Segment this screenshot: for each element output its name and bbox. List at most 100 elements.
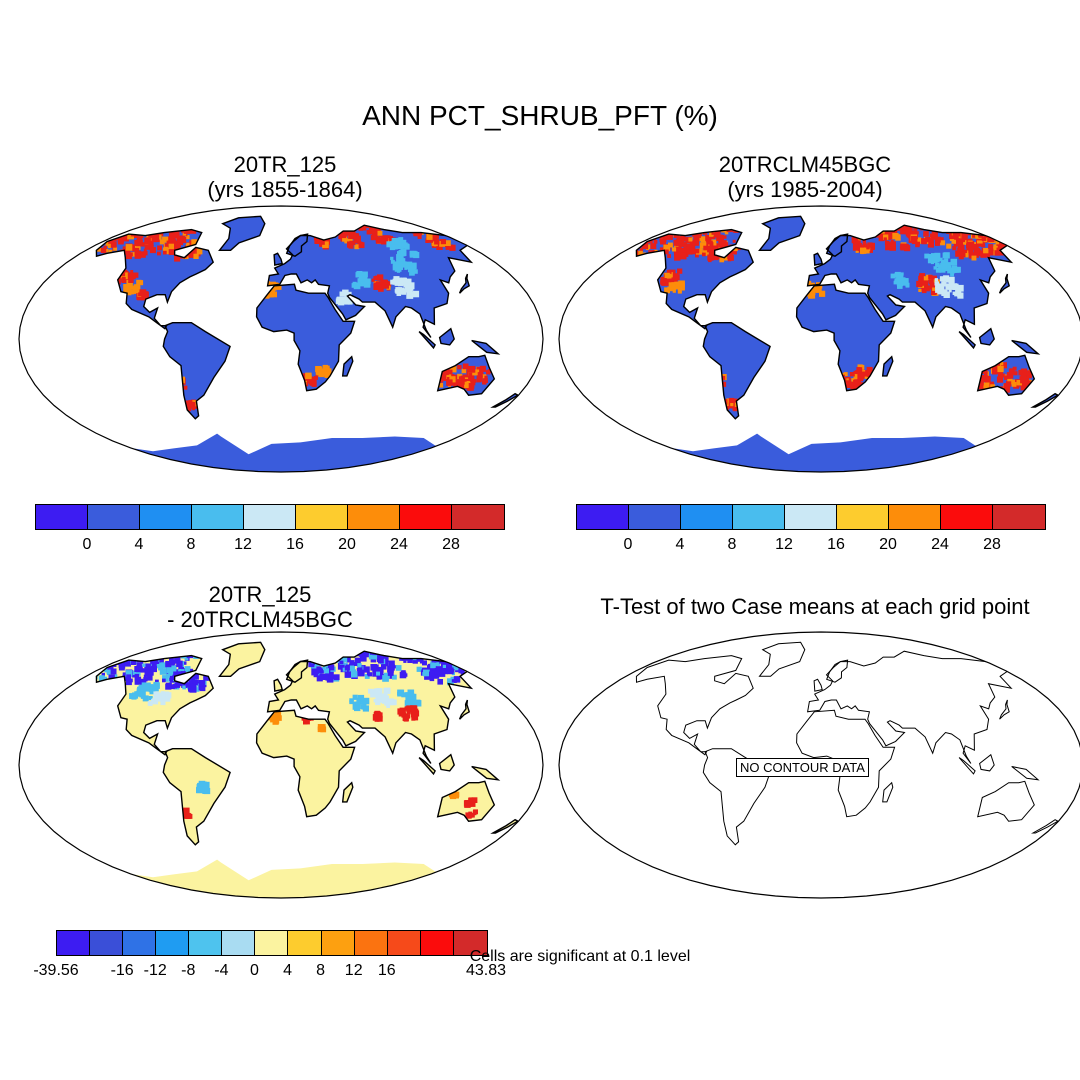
- land-fill-scand: [826, 234, 848, 257]
- colorbar-swatch: [296, 505, 348, 529]
- coastline-samerica: [702, 322, 771, 420]
- land-fill-borneo: [439, 754, 455, 771]
- main-title: ANN PCT_SHRUB_PFT (%): [362, 100, 718, 131]
- land-fill-borneo: [439, 328, 455, 345]
- colorbar-swatch: [941, 505, 993, 529]
- colorbar-tick-label: 0: [623, 536, 633, 553]
- colorbar-swatch: [681, 505, 733, 529]
- map-top-right: [558, 205, 1080, 473]
- map-border: [18, 631, 544, 899]
- land-fill-newguinea: [1011, 340, 1039, 354]
- colorbar-tick-label: -12: [143, 962, 167, 979]
- colorbar-swatch: [288, 931, 322, 955]
- land-fill-greenland: [219, 642, 265, 677]
- colorbar-swatch: [189, 931, 223, 955]
- coastline-namerica: [95, 228, 215, 330]
- colorbar-tick-label: 16: [286, 536, 304, 553]
- colorbar-tick-label: 8: [316, 962, 326, 979]
- coastline-australia: [436, 354, 496, 396]
- no-contour-data-label: NO CONTOUR DATA: [736, 758, 869, 777]
- coastline-greenland: [218, 641, 266, 677]
- colorbar-swatch: [452, 505, 504, 529]
- land-fill-uk: [274, 679, 283, 692]
- coastline-madagascar: [882, 781, 894, 803]
- coastline-newguinea: [471, 765, 501, 781]
- colorbar-tick-label: 4: [134, 536, 144, 553]
- map-border: [558, 631, 1080, 899]
- land-fill-uk: [814, 253, 823, 266]
- coastline-scand: [285, 233, 309, 257]
- coastline-borneo: [438, 327, 455, 346]
- coastline-australia: [976, 354, 1036, 396]
- land-fill-borneo: [979, 328, 995, 345]
- panel-title-bottom-left: 20TR_125 - 20TRCLM45BGC: [167, 582, 353, 632]
- colorbar-ticks-bottom-left: -39.56 -16 -12 -8 -4 0 4 8 12 16 43.83: [33, 962, 506, 982]
- colorbar-swatch: [192, 505, 244, 529]
- colorbar-tick-label: 8: [186, 536, 196, 553]
- land-fill-madagascar: [342, 356, 353, 376]
- coastline-madagascar: [341, 355, 354, 377]
- coastline-samerica: [162, 322, 231, 420]
- colorbar-tick-label: 8: [727, 536, 737, 553]
- coastline-japan: [458, 699, 471, 720]
- coastline-eurasia: [806, 650, 1013, 764]
- colorbar-bottom-left: [56, 930, 488, 956]
- colorbar-swatch: [321, 931, 355, 955]
- colorbar-swatch: [420, 931, 454, 955]
- colorbar-tick-label: 12: [344, 962, 363, 979]
- land-fill-greenland: [219, 216, 265, 251]
- coastline-scand: [285, 659, 309, 683]
- colorbar-swatch: [354, 931, 388, 955]
- colorbar-tick-label: 16: [377, 962, 396, 979]
- coastline-africa: [795, 283, 896, 392]
- colorbar-tick-label: 4: [283, 962, 292, 979]
- colorbar-tick-label: 16: [827, 536, 845, 553]
- panel-title-top-right: 20TRCLM45BGC (yrs 1985-2004): [718, 152, 892, 202]
- colorbar-tick-label: 43.83: [465, 962, 507, 979]
- map-bottom-left: [18, 631, 544, 899]
- land-fill-samerica: [163, 748, 231, 845]
- colorbar-swatch: [387, 931, 421, 955]
- colorbar-swatch: [36, 505, 88, 529]
- colorbar-tick-label: -39.56: [33, 962, 79, 979]
- colorbar-swatch: [255, 931, 289, 955]
- land-fill-samerica: [703, 322, 771, 419]
- colorbar-tick-label: 4: [675, 536, 685, 553]
- coastline-scand: [825, 233, 849, 257]
- coastline-nz: [1030, 819, 1059, 834]
- land-fill-africa: [256, 284, 355, 391]
- coastline-japan: [999, 699, 1010, 720]
- coastline-greenland: [218, 215, 266, 251]
- map-bottom-right: [558, 631, 1080, 899]
- colorbar-top-right: [576, 504, 1046, 530]
- land-fill-scand: [286, 660, 308, 683]
- land-fill-africa: [796, 284, 895, 391]
- panel-title-bottom-right: T-Test of two Case means at each grid po…: [600, 594, 1030, 619]
- land-fill-madagascar: [882, 356, 893, 376]
- land-fill-uk: [274, 253, 283, 266]
- coastline-namerica: [635, 228, 755, 330]
- colorbar-tick-label: 0: [250, 962, 259, 979]
- coastline-samerica: [162, 748, 231, 846]
- land-fill-antarctica: [113, 859, 443, 898]
- colorbar-tick-label: -4: [214, 962, 229, 979]
- coastline-uk: [813, 678, 823, 692]
- coastline-japan: [458, 273, 471, 294]
- colorbar-swatch: [348, 505, 400, 529]
- coastline-australia: [977, 780, 1035, 822]
- colorbar-swatch: [577, 505, 629, 529]
- colorbar-ticks-top-right: 0 4 8 12 16 20 24 28: [576, 536, 1046, 556]
- land-fill-africa: [256, 710, 355, 817]
- map-border: [18, 205, 544, 473]
- coastline-greenland: [758, 215, 806, 251]
- colorbar-top-left: [35, 504, 505, 530]
- coastline-uk: [273, 678, 284, 692]
- coastline-borneo: [438, 753, 455, 772]
- colorbar-swatch: [453, 931, 487, 955]
- colorbar-tick-label: 24: [390, 536, 408, 553]
- colorbar-tick-label: 20: [879, 536, 897, 553]
- land-fill-scand: [286, 234, 308, 257]
- colorbar-tick-label: -16: [110, 962, 134, 979]
- colorbar-swatch: [222, 931, 256, 955]
- colorbar-swatch: [90, 931, 124, 955]
